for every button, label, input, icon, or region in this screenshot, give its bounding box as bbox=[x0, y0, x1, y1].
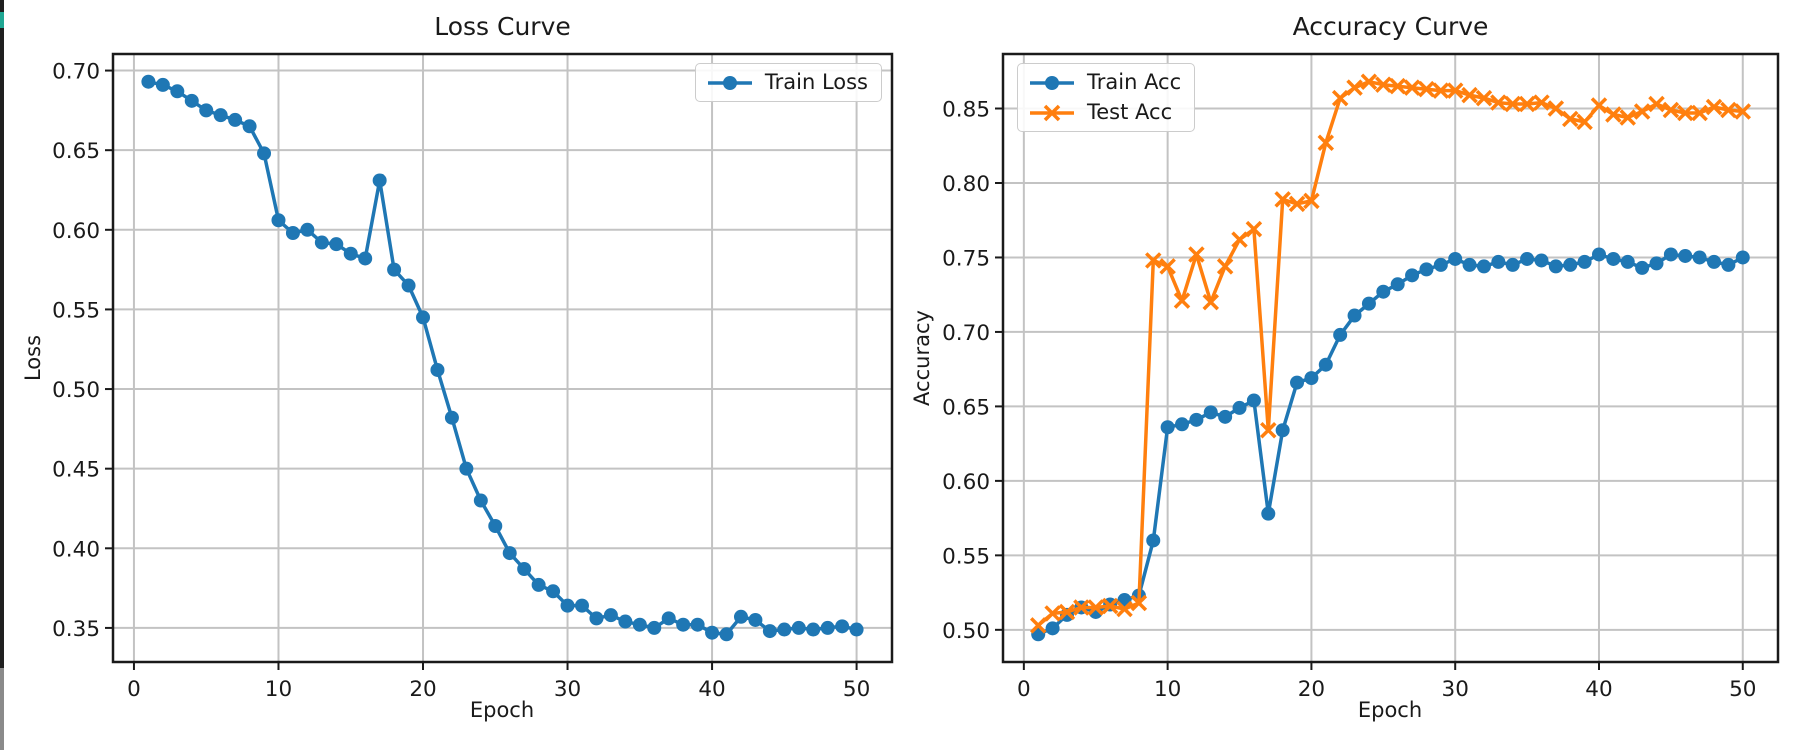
accuracy-x-axis-label: Epoch bbox=[1357, 698, 1423, 722]
loss-y-axis-label: Loss bbox=[21, 334, 45, 382]
accuracy-y-tick-label: 0.65 bbox=[942, 395, 990, 420]
legend-label: Train Loss bbox=[764, 70, 868, 94]
loss-y-tick-label: 0.65 bbox=[52, 139, 100, 164]
loss-y-tick-label: 0.55 bbox=[52, 298, 100, 323]
accuracy-y-tick-label: 0.75 bbox=[942, 246, 990, 271]
accuracy-y-tick-label: 0.80 bbox=[942, 172, 990, 197]
loss-legend: Train Loss bbox=[694, 63, 882, 102]
accuracy-x-tick-label: 30 bbox=[1442, 677, 1469, 702]
circle-marker-icon bbox=[1030, 75, 1074, 90]
accuracy-chart-title: Accuracy Curve bbox=[1292, 12, 1489, 41]
loss-x-tick-label: 40 bbox=[698, 677, 725, 702]
loss-y-tick-label: 0.45 bbox=[52, 458, 100, 483]
train-loss-markers bbox=[141, 74, 864, 642]
loss-chart-title: Loss Curve bbox=[434, 12, 571, 41]
window-edge-lower bbox=[0, 668, 4, 750]
loss-x-tick-label: 30 bbox=[554, 677, 581, 702]
loss-plot-frame bbox=[111, 52, 894, 664]
test-acc-line bbox=[1037, 79, 1743, 627]
loss-y-tick-label: 0.35 bbox=[52, 617, 100, 642]
circle-marker-icon bbox=[707, 75, 752, 90]
loss-x-tick-label: 50 bbox=[843, 677, 870, 702]
legend-item-train-acc: Train Acc bbox=[1028, 69, 1181, 96]
loss-x-tick-label: 20 bbox=[409, 677, 436, 702]
legend-label: Train Acc bbox=[1087, 70, 1182, 94]
legend-label: Test Acc bbox=[1087, 100, 1173, 124]
loss-y-tick-label: 0.70 bbox=[52, 60, 100, 85]
accuracy-y-axis-label: Accuracy bbox=[910, 310, 934, 406]
accuracy-plot-frame bbox=[1001, 52, 1780, 664]
accuracy-y-tick-label: 0.60 bbox=[942, 470, 990, 495]
window-edge-strip bbox=[0, 0, 4, 750]
test-acc-markers bbox=[1029, 73, 1752, 634]
accuracy-x-tick-label: 0 bbox=[1017, 677, 1031, 702]
accuracy-y-tick-label: 0.85 bbox=[942, 98, 990, 123]
loss-x-tick-label: 10 bbox=[265, 677, 292, 702]
accuracy-y-tick-label: 0.70 bbox=[942, 321, 990, 346]
legend-item-train-loss: Train Loss bbox=[706, 69, 868, 96]
x-marker-icon bbox=[1030, 104, 1074, 121]
accuracy-y-tick-label: 0.55 bbox=[942, 544, 990, 569]
legend-item-test-acc: Test Acc bbox=[1028, 99, 1181, 126]
window-edge-accent bbox=[0, 12, 4, 28]
train-loss-line bbox=[148, 79, 857, 637]
accuracy-y-tick-label: 0.50 bbox=[942, 619, 990, 644]
accuracy-x-tick-label: 20 bbox=[1298, 677, 1325, 702]
loss-y-tick-label: 0.50 bbox=[52, 378, 100, 403]
loss-x-tick-label: 0 bbox=[127, 677, 141, 702]
accuracy-x-tick-label: 10 bbox=[1154, 677, 1181, 702]
loss-x-axis-label: Epoch bbox=[469, 698, 535, 722]
loss-y-tick-label: 0.60 bbox=[52, 219, 100, 244]
loss-y-tick-label: 0.40 bbox=[52, 537, 100, 562]
accuracy-x-tick-label: 50 bbox=[1729, 677, 1756, 702]
accuracy-x-tick-label: 40 bbox=[1585, 677, 1612, 702]
accuracy-legend: Train Acc Test Acc bbox=[1017, 63, 1196, 132]
